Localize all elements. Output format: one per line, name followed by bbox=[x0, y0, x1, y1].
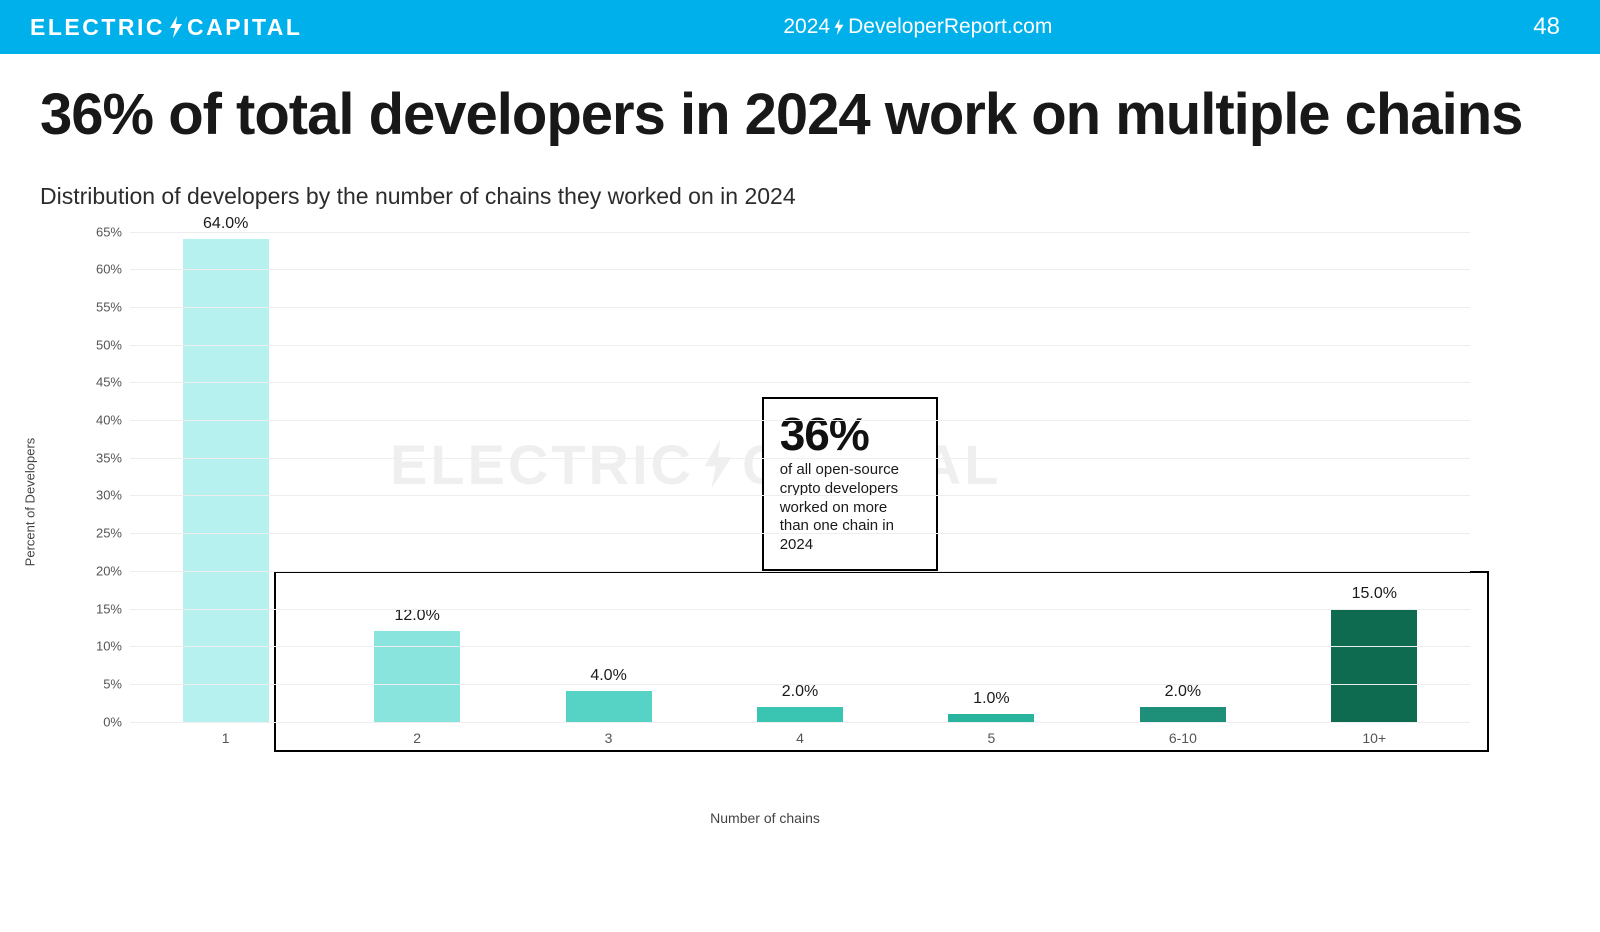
header-site: 2024 DeveloperReport.com bbox=[783, 15, 1052, 39]
y-tick: 40% bbox=[96, 413, 122, 428]
bar-slot: 1.0%5 bbox=[948, 232, 1034, 722]
site-right: DeveloperReport.com bbox=[848, 15, 1052, 39]
bar-slot: 4.0%3 bbox=[566, 232, 652, 722]
gridline bbox=[130, 269, 1470, 270]
header-bar: ELECTRIC CAPITAL 2024 DeveloperReport.co… bbox=[0, 0, 1600, 54]
bar: 2.0% bbox=[757, 707, 843, 722]
gridline bbox=[130, 458, 1470, 459]
y-tick: 15% bbox=[96, 601, 122, 616]
gridline bbox=[130, 382, 1470, 383]
y-tick: 20% bbox=[96, 563, 122, 578]
x-tick: 2 bbox=[413, 730, 421, 746]
x-tick: 3 bbox=[605, 730, 613, 746]
bolt-icon bbox=[833, 18, 845, 36]
bar-value-label: 1.0% bbox=[973, 690, 1009, 708]
brand-right: CAPITAL bbox=[187, 14, 302, 41]
gridline bbox=[130, 232, 1470, 233]
gridline bbox=[130, 609, 1470, 610]
y-tick: 60% bbox=[96, 262, 122, 277]
bar: 1.0% bbox=[948, 714, 1034, 722]
gridline bbox=[130, 571, 1470, 572]
page-number: 48 bbox=[1533, 13, 1560, 41]
bolt-icon bbox=[168, 16, 184, 38]
bar: 15.0% bbox=[1331, 609, 1417, 722]
x-tick: 6-10 bbox=[1169, 730, 1197, 746]
callout-box: 36% of all open-source crypto developers… bbox=[762, 397, 938, 571]
bar-slot: 15.0%10+ bbox=[1331, 232, 1417, 722]
chart-container: Percent of Developers ELECTRIC CAPITAL 6… bbox=[40, 222, 1490, 782]
y-axis-label: Percent of Developers bbox=[23, 437, 38, 566]
y-tick: 50% bbox=[96, 337, 122, 352]
bar: 64.0% bbox=[183, 239, 269, 721]
site-left: 2024 bbox=[783, 15, 830, 39]
x-tick: 10+ bbox=[1362, 730, 1386, 746]
bar-value-label: 12.0% bbox=[394, 607, 439, 625]
y-tick: 35% bbox=[96, 450, 122, 465]
bar-slot: 12.0%2 bbox=[374, 232, 460, 722]
bar: 2.0% bbox=[1140, 707, 1226, 722]
main-content: 36% of total developers in 2024 work on … bbox=[0, 54, 1600, 802]
x-axis-label: Number of chains bbox=[710, 810, 820, 826]
y-tick: 25% bbox=[96, 526, 122, 541]
gridline bbox=[130, 307, 1470, 308]
bar: 4.0% bbox=[566, 691, 652, 721]
chart-subtitle: Distribution of developers by the number… bbox=[40, 183, 1560, 210]
gridline bbox=[130, 533, 1470, 534]
y-tick: 0% bbox=[103, 714, 122, 729]
bar-value-label: 15.0% bbox=[1352, 585, 1397, 603]
gridline bbox=[130, 684, 1470, 685]
bar: 12.0% bbox=[374, 631, 460, 721]
bar-value-label: 2.0% bbox=[782, 683, 818, 701]
plot-area: ELECTRIC CAPITAL 64.0%112.0%24.0%32.0%41… bbox=[130, 232, 1470, 722]
bar-slot: 2.0%6-10 bbox=[1140, 232, 1226, 722]
x-tick: 5 bbox=[988, 730, 996, 746]
gridline bbox=[130, 420, 1470, 421]
page-title: 36% of total developers in 2024 work on … bbox=[40, 84, 1560, 147]
callout-text: of all open-source crypto developers wor… bbox=[780, 461, 920, 555]
y-tick: 55% bbox=[96, 300, 122, 315]
x-tick: 1 bbox=[222, 730, 230, 746]
y-tick: 5% bbox=[103, 676, 122, 691]
bar-value-label: 2.0% bbox=[1165, 683, 1201, 701]
callout-percent: 36% bbox=[780, 411, 920, 457]
x-tick: 4 bbox=[796, 730, 804, 746]
y-tick: 30% bbox=[96, 488, 122, 503]
bar-value-label: 4.0% bbox=[590, 667, 626, 685]
gridline bbox=[130, 646, 1470, 647]
gridline bbox=[130, 722, 1470, 723]
bar-value-label: 64.0% bbox=[203, 215, 248, 233]
brand-left: ELECTRIC bbox=[30, 14, 165, 41]
brand-logo: ELECTRIC CAPITAL bbox=[30, 14, 302, 41]
bar-slot: 64.0%1 bbox=[183, 232, 269, 722]
y-tick: 45% bbox=[96, 375, 122, 390]
y-tick: 10% bbox=[96, 639, 122, 654]
y-tick: 65% bbox=[96, 224, 122, 239]
gridline bbox=[130, 345, 1470, 346]
gridline bbox=[130, 495, 1470, 496]
